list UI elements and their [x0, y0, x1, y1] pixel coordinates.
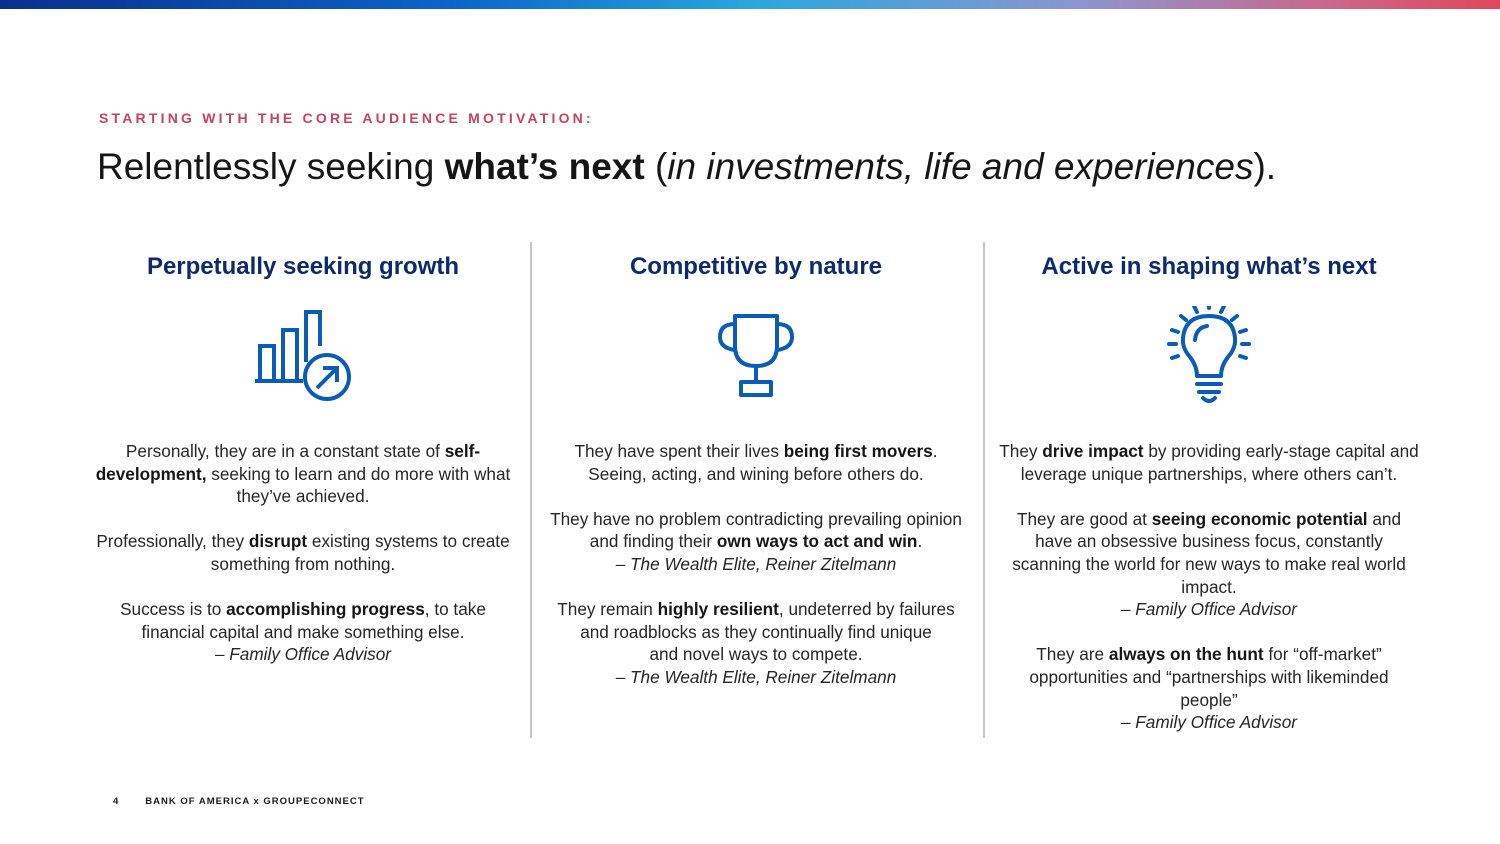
- quote-attribution: – The Wealth Elite, Reiner Zitelmann: [615, 553, 897, 574]
- body-paragraph: They have spent their lives being first …: [546, 440, 966, 485]
- body-paragraph: Professionally, they disrupt existing sy…: [93, 530, 513, 575]
- quote-attribution: – Family Office Advisor: [1120, 712, 1298, 733]
- emphasis-text: accomplishing progress: [226, 599, 425, 620]
- body-text: They are good at: [1016, 508, 1152, 529]
- trophy-icon: [718, 314, 794, 397]
- body-paragraph: They are always on the hunt for “off-mar…: [999, 643, 1419, 733]
- top-gradient-bar: [0, 0, 1500, 9]
- body-paragraph: They are good at seeing economic potenti…: [999, 508, 1419, 621]
- body-text: seeking to learn and do more with what t…: [206, 463, 511, 507]
- column-body: They drive impact by providing early-sta…: [999, 440, 1419, 734]
- column-divider-1: [530, 242, 532, 738]
- emphasis-text: disrupt: [248, 531, 308, 552]
- body-paragraph: They have no problem contradicting preva…: [546, 508, 966, 576]
- lightbulb-icon: [1167, 306, 1251, 403]
- column-title: Perpetually seeking growth: [146, 253, 460, 280]
- body-text: Professionally, they: [96, 531, 249, 552]
- body-paragraph: They remain highly resilient, undeterred…: [546, 598, 966, 688]
- emphasis-text: self-development,: [95, 441, 481, 484]
- quote-attribution: – Family Office Advisor: [214, 644, 392, 665]
- emphasis-text: seeing economic potential: [1151, 508, 1368, 529]
- footer: 4 BANK OF AMERICA x GROUPECONNECT: [113, 796, 365, 807]
- body-text: , undeterred by failures and roadblocks …: [580, 599, 955, 642]
- column-growth: Perpetually seeking growth Personally, t…: [93, 252, 513, 689]
- growth-chart-icon: [255, 310, 351, 401]
- column-shaping: Active in shaping what’s next: [999, 252, 1419, 756]
- body-text: They remain: [557, 599, 658, 620]
- emphasis-text: highly resilient: [657, 599, 779, 620]
- footer-brand: BANK OF AMERICA x GROUPECONNECT: [145, 796, 365, 807]
- column-title: Active in shaping what’s next: [1041, 253, 1377, 280]
- emphasis-text: always on the hunt: [1108, 644, 1264, 665]
- page-title: Relentlessly seeking what’s next (in inv…: [97, 146, 1437, 188]
- quote-attribution: – The Wealth Elite, Reiner Zitelmann: [615, 666, 897, 687]
- body-text: They are: [1036, 644, 1109, 665]
- body-text: , to take financial capital and make som…: [141, 599, 486, 642]
- column-body: They have spent their lives being first …: [546, 440, 966, 689]
- emphasis-text: being first movers: [783, 441, 933, 461]
- column-divider-2: [983, 242, 985, 738]
- column-competitive: Competitive by nature They have spent th…: [546, 252, 966, 711]
- body-text: Success is to: [120, 599, 227, 620]
- body-paragraph: Personally, they are in a constant state…: [93, 440, 513, 508]
- title-bold: what’s next: [444, 146, 645, 187]
- body-text: and novel ways to compete.: [649, 644, 863, 665]
- title-italic: in investments, life and experiences: [667, 146, 1254, 187]
- emphasis-text: drive impact: [1042, 441, 1144, 461]
- page-number: 4: [113, 796, 120, 807]
- body-text: existing systems to create something fro…: [210, 531, 510, 574]
- column-title: Competitive by nature: [629, 253, 883, 280]
- body-text: Personally, they are in a constant state…: [125, 441, 445, 461]
- body-paragraph: They drive impact by providing early-sta…: [999, 440, 1419, 485]
- emphasis-text: own ways to act and win: [716, 531, 918, 552]
- body-text: and have an obsessive business focus, co…: [1012, 508, 1406, 597]
- title-open: (: [644, 146, 668, 187]
- column-body: Personally, they are in a constant state…: [93, 440, 513, 666]
- body-text: They: [999, 441, 1043, 461]
- body-text: . Seeing, acting, and wining before othe…: [588, 441, 938, 484]
- quote-attribution: – Family Office Advisor: [1120, 599, 1298, 620]
- body-paragraph: Success is to accomplishing progress, to…: [93, 598, 513, 666]
- body-text: They have spent their lives: [574, 441, 784, 461]
- body-text: by providing early-stage capital and lev…: [1020, 441, 1419, 484]
- body-text: They have no problem contradicting preva…: [550, 508, 962, 552]
- eyebrow-label: STARTING WITH THE CORE AUDIENCE MOTIVATI…: [99, 110, 594, 126]
- body-text: .: [917, 531, 923, 552]
- title-close: ).: [1253, 146, 1277, 187]
- body-text: for “off-market” opportunities and “part…: [1029, 644, 1389, 710]
- title-lead: Relentlessly seeking: [97, 146, 445, 187]
